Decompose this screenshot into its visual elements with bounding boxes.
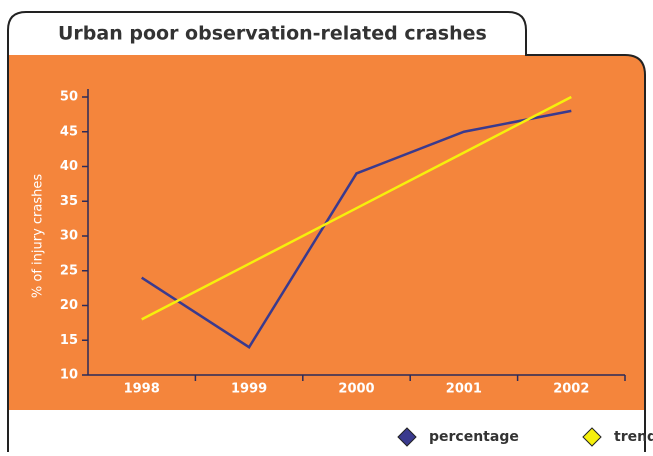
x-tick-label: 1999 — [231, 382, 267, 397]
plot-panel — [9, 55, 645, 410]
x-tick-label: 2002 — [553, 382, 589, 397]
y-axis-label: % of injury crashes — [31, 174, 46, 298]
legend-marker — [397, 427, 417, 447]
y-tick-label: 35 — [60, 194, 78, 209]
series-line — [141, 95, 572, 321]
x-tick-label: 1998 — [124, 382, 160, 397]
y-tick-label: 50 — [60, 90, 78, 105]
y-tick-label: 20 — [60, 298, 78, 313]
series-line — [141, 109, 572, 349]
frame — [7, 11, 646, 452]
legend-label: trend — [614, 429, 653, 445]
y-tick-label: 25 — [60, 263, 78, 278]
y-tick-label: 30 — [60, 229, 78, 244]
y-tick-label: 45 — [60, 124, 78, 139]
x-tick-label: 2000 — [338, 382, 374, 397]
y-tick-label: 10 — [60, 368, 78, 383]
x-tick-label: 2001 — [446, 382, 482, 397]
chart-title: Urban poor observation-related crashes — [58, 23, 487, 45]
legend-marker — [582, 427, 602, 447]
y-tick-label: 15 — [60, 333, 78, 348]
legend-label: percentage — [429, 429, 519, 445]
y-tick-label: 40 — [60, 159, 78, 174]
